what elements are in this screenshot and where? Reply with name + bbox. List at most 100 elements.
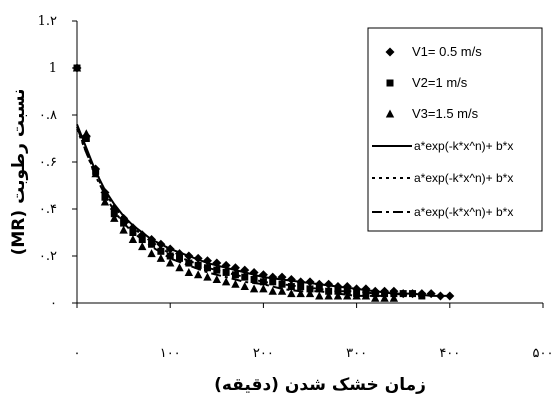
point-triangle [380, 293, 389, 302]
point-square [409, 290, 417, 298]
point-square [120, 219, 128, 227]
point-triangle [184, 267, 194, 276]
point-square [176, 254, 184, 262]
point-square [138, 236, 146, 244]
point-diamond [435, 291, 445, 301]
legend-label: a*exp(-k*x^n)+ b*x [414, 139, 513, 153]
point-square [278, 280, 286, 288]
point-square [222, 268, 230, 276]
point-triangle [119, 225, 128, 234]
x-tick-label: ۵۰۰ [533, 346, 554, 361]
point-square [231, 271, 239, 279]
point-diamond [324, 279, 334, 289]
legend-label: V2=1 m/s [412, 75, 468, 90]
point-square [157, 247, 165, 255]
point-diamond [193, 253, 203, 263]
legend-box [367, 27, 543, 232]
x-tick-label: ۲۰۰ [253, 346, 274, 361]
y-tick-label: ۰.۲ [39, 249, 57, 264]
legend-label: V3=1.5 m/s [412, 106, 479, 121]
point-square [213, 266, 221, 274]
point-triangle [315, 291, 324, 300]
point-square [166, 252, 174, 260]
point-square [343, 287, 351, 295]
point-square [418, 292, 426, 300]
y-axis-title: نسبت رطوبت (MR) [9, 89, 29, 256]
point-triangle [324, 291, 333, 300]
point-triangle [166, 258, 175, 267]
point-triangle [110, 213, 119, 222]
point-square [82, 135, 90, 142]
y-ticks: ۰ ۰.۲ ۰.۴ ۰.۶ ۰.۸ 1 1.۲ [38, 14, 77, 311]
point-diamond [156, 239, 166, 249]
point-square [101, 193, 109, 201]
point-triangle [389, 293, 399, 302]
point-triangle [361, 291, 371, 300]
legend-marker-triangle [385, 109, 395, 118]
point-triangle [287, 289, 296, 298]
point-triangle [193, 270, 203, 279]
point-triangle [72, 63, 82, 72]
point-triangle [343, 291, 352, 300]
point-triangle [333, 291, 343, 300]
point-square [306, 285, 314, 293]
point-triangle [138, 242, 147, 251]
point-triangle [156, 253, 166, 262]
x-axis-title: زمان خشک شدن (دقیقه) [214, 375, 426, 395]
point-square [194, 261, 202, 269]
y-tick-label: ۰.۸ [39, 108, 57, 123]
point-triangle [82, 129, 91, 138]
point-square [399, 290, 407, 298]
y-tick-label: 1 [49, 61, 57, 76]
point-triangle [91, 169, 100, 178]
point-square [148, 240, 156, 248]
legend-marker-diamond [385, 47, 395, 57]
point-triangle [268, 286, 277, 295]
point-square [390, 290, 398, 298]
point-diamond [165, 244, 175, 254]
x-tick-label: ۱۰۰ [160, 346, 181, 361]
data-points [72, 63, 455, 302]
point-diamond [445, 291, 455, 301]
point-triangle [147, 249, 156, 258]
x-tick-label: ۴۰۰ [439, 346, 460, 361]
point-triangle [175, 263, 184, 272]
point-triangle [212, 275, 221, 283]
y-tick-label: ۰ [50, 296, 57, 311]
point-square [250, 276, 258, 283]
point-triangle [128, 235, 138, 244]
y-tick-label: ۰.۴ [39, 202, 57, 217]
point-square [287, 283, 295, 291]
point-square [110, 210, 118, 218]
point-square [315, 285, 323, 293]
point-triangle [249, 284, 259, 293]
point-diamond [426, 289, 436, 299]
x-tick-label: ۰ [74, 346, 81, 361]
point-square [259, 278, 267, 286]
point-square [325, 287, 333, 295]
point-triangle [296, 289, 305, 298]
point-diamond [184, 251, 194, 261]
point-triangle [240, 282, 249, 291]
point-diamond [221, 260, 231, 270]
x-ticks: ۰ ۱۰۰ ۲۰۰ ۳۰۰ ۴۰۰ ۵۰۰ [74, 303, 554, 361]
y-tick-label: 1.۲ [38, 14, 57, 29]
point-diamond [212, 258, 222, 268]
point-diamond [240, 265, 250, 275]
point-square [129, 229, 137, 236]
point-square [297, 283, 305, 291]
point-diamond [230, 263, 240, 273]
legend-label: V1= 0.5 m/s [412, 44, 482, 59]
point-diamond [286, 275, 296, 284]
x-tick-label: ۳۰۰ [346, 346, 367, 361]
point-triangle [305, 289, 315, 298]
legend: V1= 0.5 m/s V2=1 m/s V3=1.5 m/s a*exp(-k*x^… [367, 27, 543, 232]
point-square [334, 287, 342, 295]
point-triangle [231, 279, 240, 288]
point-diamond [258, 270, 268, 280]
point-square [241, 273, 249, 281]
point-square [203, 264, 211, 272]
point-square [381, 290, 389, 298]
point-triangle [371, 293, 380, 302]
point-triangle [100, 197, 110, 206]
